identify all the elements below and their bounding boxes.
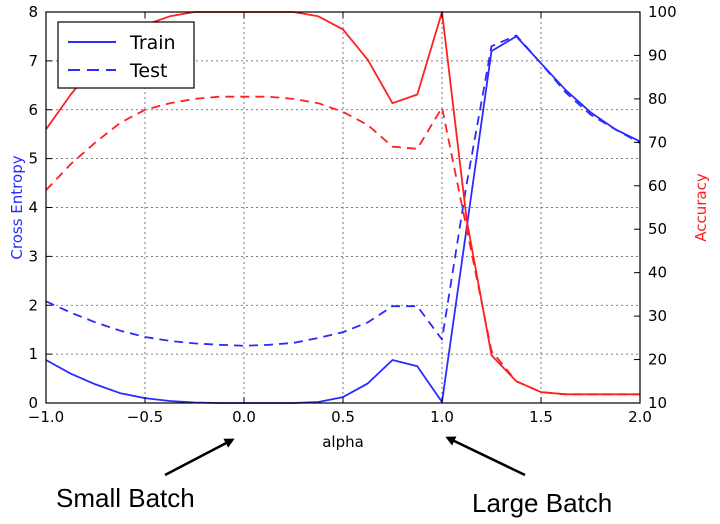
grid bbox=[46, 12, 640, 403]
legend-box bbox=[57, 21, 195, 89]
legend-label-test: Test bbox=[129, 60, 167, 82]
y-left-tick-label: 2 bbox=[28, 296, 38, 314]
y-right-tick-label: 60 bbox=[648, 177, 667, 195]
legend-label-train: Train bbox=[129, 32, 176, 54]
y-right-tick-label: 10 bbox=[648, 394, 667, 412]
y-right-tick-label: 70 bbox=[648, 133, 667, 151]
legend: Train Test bbox=[57, 21, 195, 89]
y-right-tick-label: 100 bbox=[648, 3, 677, 21]
x-tick-label: 0.5 bbox=[331, 408, 355, 426]
y-axis-right-label: Accuracy bbox=[692, 173, 710, 242]
x-tick-label: 1.5 bbox=[529, 408, 553, 426]
y-right-tick-label: 90 bbox=[648, 46, 667, 64]
y-right-tick-label: 40 bbox=[648, 264, 667, 282]
series-line-cross-entropy-test bbox=[45, 34, 641, 347]
y-left-tick-label: 4 bbox=[28, 199, 38, 217]
x-tick-label: 2.0 bbox=[628, 408, 652, 426]
y-axis-left-label: Cross Entropy bbox=[8, 155, 26, 259]
y-right-tick-label: 80 bbox=[648, 90, 667, 108]
series-line-accuracy-test bbox=[45, 95, 640, 396]
x-tick-label: −1.0 bbox=[28, 408, 64, 426]
y-left-tick-label: 0 bbox=[28, 394, 38, 412]
y-right-tick-label: 20 bbox=[648, 351, 667, 369]
y-left-tick-label: 6 bbox=[28, 101, 38, 119]
ticks: −1.0 −0.5 0.0 0.5 1.0 1.5 2.0 0 1 2 3 4 5 6 7 8 10 20 30 40… bbox=[28, 3, 677, 426]
x-tick-label: 0.0 bbox=[232, 408, 256, 426]
small-batch-label: Small Batch bbox=[56, 483, 195, 513]
annotations: Small Batch Large Batch bbox=[56, 436, 612, 518]
y-left-tick-label: 3 bbox=[28, 247, 38, 265]
y-left-tick-label: 1 bbox=[28, 345, 38, 363]
y-left-tick-label: 8 bbox=[28, 3, 38, 21]
x-tick-label: −0.5 bbox=[127, 408, 163, 426]
x-axis-label: alpha bbox=[322, 433, 364, 451]
large-batch-arrow bbox=[445, 436, 526, 477]
y-left-tick-label: 5 bbox=[28, 150, 38, 168]
y-right-tick-label: 30 bbox=[648, 307, 667, 325]
y-left-tick-label: 7 bbox=[28, 52, 38, 70]
large-batch-label: Large Batch bbox=[472, 488, 612, 518]
small-batch-arrow bbox=[164, 438, 235, 477]
y-right-tick-label: 50 bbox=[648, 220, 667, 238]
x-tick-label: 1.0 bbox=[430, 408, 454, 426]
